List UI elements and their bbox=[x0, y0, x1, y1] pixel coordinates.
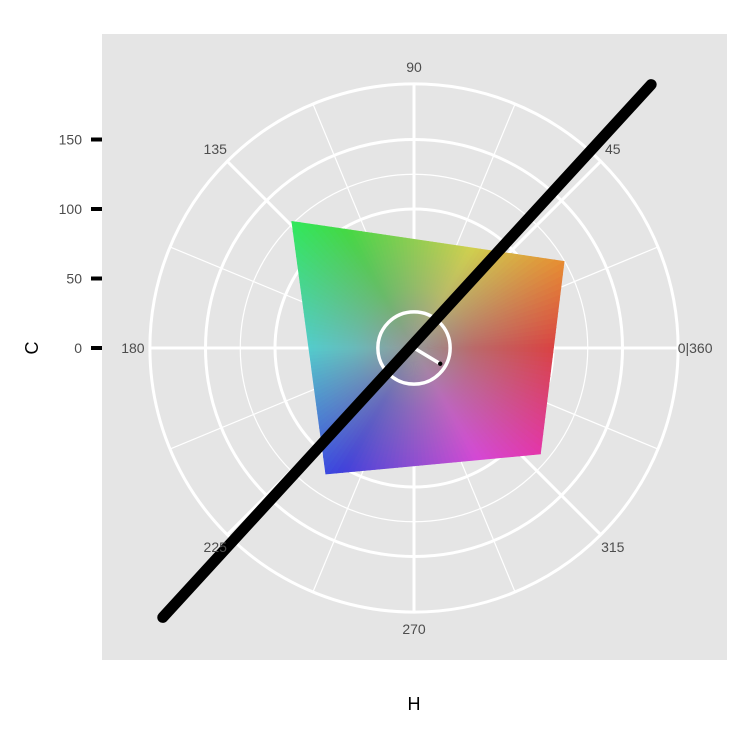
theta-tick-labels: 0|360 45 90 135 180 225 270 315 bbox=[121, 59, 712, 637]
theta-tick-label: 225 bbox=[204, 539, 228, 555]
y-axis-title: C bbox=[22, 342, 42, 355]
overlay-marks bbox=[157, 79, 657, 623]
radial-tick-label: 150 bbox=[59, 132, 83, 148]
theta-tick-label: 180 bbox=[121, 340, 145, 356]
black-line bbox=[157, 79, 657, 623]
theta-tick-label: 315 bbox=[601, 539, 625, 555]
center-segment-dot bbox=[438, 361, 443, 366]
radial-tick-label: 0 bbox=[74, 340, 82, 356]
center-segment bbox=[413, 346, 442, 366]
theta-tick-label: 135 bbox=[204, 141, 228, 157]
radial-tick-label: 50 bbox=[66, 271, 82, 287]
x-axis-title: H bbox=[408, 694, 421, 714]
theta-tick-label: 0|360 bbox=[678, 340, 713, 356]
radial-axis: 0 50 100 150 bbox=[59, 132, 102, 356]
radial-tick-label: 100 bbox=[59, 201, 83, 217]
theta-tick-label: 270 bbox=[402, 621, 426, 637]
center-ring bbox=[376, 310, 452, 386]
theta-tick-label: 90 bbox=[406, 59, 422, 75]
theta-tick-label: 45 bbox=[605, 141, 621, 157]
